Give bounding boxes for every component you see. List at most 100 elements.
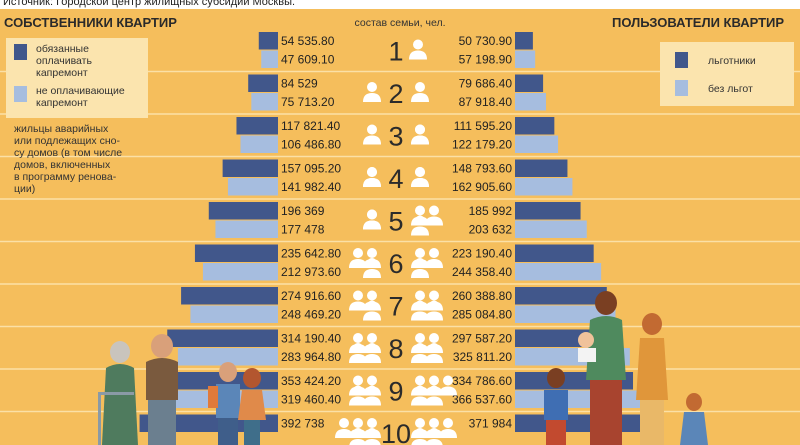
value-label-right: 371 984	[469, 417, 513, 431]
son-head	[547, 368, 565, 388]
person-icon	[363, 258, 381, 278]
bar-left-not-paying	[202, 263, 278, 281]
value-label-right: 244 358.40	[452, 265, 512, 279]
bar-left-obligated	[181, 287, 278, 305]
bar-left-not-paying	[227, 178, 278, 196]
bar-left-obligated	[194, 244, 278, 262]
bar-right-beneficiaries	[515, 244, 594, 262]
legend-swatch-not-paying	[14, 86, 27, 102]
family-size-number: 3	[388, 122, 403, 152]
family-size-number: 10	[381, 419, 411, 445]
daughter-body	[680, 412, 708, 445]
right-legend: льготники без льгот	[660, 42, 794, 106]
walker-leg	[98, 392, 101, 445]
value-label-right: 111 595.20	[454, 119, 513, 133]
legend-note-5: в программу ренова-	[14, 171, 117, 183]
grandpa-body	[146, 358, 178, 400]
person-icon	[425, 300, 443, 321]
bar-right-no-benefits	[515, 390, 645, 408]
legend-swatch-no-benefits	[675, 80, 688, 96]
bar-right-no-benefits	[515, 220, 587, 238]
bar-left-obligated	[167, 329, 278, 347]
mother-legs	[640, 400, 664, 445]
bar-right-no-benefits	[515, 178, 573, 196]
family-size-number: 8	[388, 334, 403, 364]
right-legend-box	[660, 42, 794, 106]
legend-swatch-beneficiaries	[675, 52, 688, 68]
father-body	[586, 316, 626, 380]
legend-label-no-benefits: без льгот	[708, 83, 753, 95]
person-icon	[349, 248, 367, 268]
person-icon	[349, 290, 367, 311]
legend-note-3: су домов (в том числе	[14, 147, 122, 159]
value-label-right: 223 190.40	[452, 247, 512, 261]
value-label-right: 325 811.20	[453, 350, 512, 364]
bar-left-obligated	[208, 202, 278, 220]
value-label-left: 353 424.20	[281, 374, 341, 388]
bar-right-beneficiaries	[515, 287, 607, 305]
person-icon	[411, 82, 429, 102]
person-icon	[363, 82, 381, 102]
value-label-right: 285 084.80	[452, 308, 512, 322]
person-icon	[439, 375, 457, 396]
person-icon	[363, 428, 381, 445]
bar-left-obligated	[236, 117, 278, 135]
boy-legs	[218, 418, 238, 445]
person-icon	[363, 124, 381, 145]
person-icon	[363, 385, 381, 406]
value-label-right: 260 388.80	[452, 289, 512, 303]
person-icon	[363, 167, 381, 187]
bar-left-obligated	[248, 74, 278, 92]
value-label-right: 148 793.60	[452, 162, 512, 176]
right-panel-title: ПОЛЬЗОВАТЕЛИ КВАРТИР	[612, 15, 784, 30]
value-label-right: 122 179.20	[452, 138, 512, 152]
family-size-label: состав семьи, чел.	[355, 17, 446, 29]
value-label-left: 283 964.80	[281, 350, 341, 364]
elderly-family-illustration	[98, 334, 266, 445]
bar-right-no-benefits	[515, 93, 546, 111]
family-size-number: 1	[388, 37, 403, 67]
grandma-head	[110, 341, 130, 363]
son-body	[544, 390, 568, 420]
person-icon	[425, 248, 443, 268]
value-label-right: 297 587.20	[452, 332, 512, 346]
person-icon	[411, 385, 429, 406]
value-label-left: 248 469.20	[281, 308, 341, 322]
family-size-number: 7	[388, 292, 403, 322]
father-head	[595, 291, 617, 315]
bar-right-beneficiaries	[515, 117, 555, 135]
bar-left-not-paying	[190, 305, 278, 323]
legend-note-4: домов, включенных	[14, 159, 111, 171]
bar-left-not-paying	[261, 50, 278, 68]
source-note: Источник: Городской центр жилищных субси…	[3, 0, 296, 8]
value-label-left: 47 609.10	[281, 53, 335, 67]
bar-right-no-benefits	[515, 305, 616, 323]
person-icon	[363, 209, 381, 230]
left-panel-title: СОБСТВЕННИКИ КВАРТИР	[4, 15, 177, 30]
value-label-left: 196 369	[281, 204, 325, 218]
person-icon	[411, 300, 429, 321]
person-icon	[411, 167, 429, 187]
legend-note-6: ции)	[14, 183, 35, 195]
bar-left-not-paying	[177, 348, 278, 366]
family-size-number: 4	[388, 164, 403, 194]
value-label-left: 274 916.60	[281, 289, 341, 303]
person-icon	[411, 258, 429, 278]
legend-note-2: или подлежащих сно-	[14, 135, 120, 147]
bar-right-beneficiaries	[515, 32, 533, 50]
person-icon	[363, 300, 381, 321]
legend-swatch-obligated	[14, 44, 27, 60]
grandpa-legs	[148, 400, 176, 445]
father-legs	[590, 380, 622, 445]
baby-head	[578, 332, 594, 348]
grandma-body	[102, 364, 138, 445]
value-label-left: 392 738	[281, 417, 325, 431]
person-icon	[363, 343, 381, 363]
value-label-left: 84 529	[281, 77, 318, 91]
family-size-number: 9	[388, 377, 403, 407]
young-family-illustration	[544, 291, 708, 445]
person-icon	[349, 343, 367, 363]
girl-body	[238, 390, 266, 420]
value-label-left: 235 642.80	[281, 247, 341, 261]
